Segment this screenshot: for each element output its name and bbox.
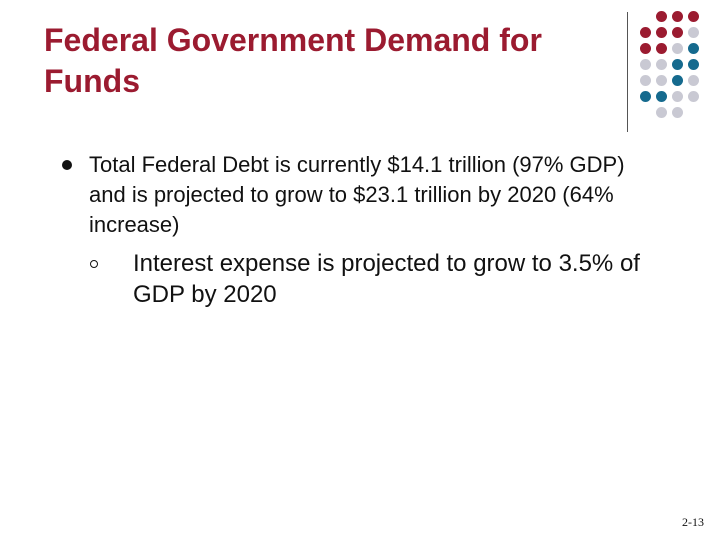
slide-body: Total Federal Debt is currently $14.1 tr… [60,150,660,310]
decorative-dot [688,11,699,22]
sub-bullet-item: Interest expense is projected to grow to… [89,248,660,310]
bullet-point-icon [62,160,72,170]
decorative-dot [640,27,651,38]
bullet-item: Total Federal Debt is currently $14.1 tr… [60,150,660,240]
title-divider [627,12,628,132]
decorative-dot [672,43,683,54]
decorative-dot [656,75,667,86]
decorative-dot [640,75,651,86]
decorative-dot [672,59,683,70]
decorative-dot [688,91,699,102]
decorative-dot [688,75,699,86]
hollow-bullet-icon [90,260,98,268]
slide-number: 2-13 [682,515,704,529]
decorative-dot [688,59,699,70]
decorative-dot [688,43,699,54]
decorative-dot [688,27,699,38]
decorative-dot [640,43,651,54]
decorative-dot [656,43,667,54]
decorative-dot [656,59,667,70]
decorative-dot [656,27,667,38]
bullet-text: Total Federal Debt is currently $14.1 tr… [89,152,625,237]
sub-bullet-text: Interest expense is projected to grow to… [133,250,640,308]
decorative-dot [672,11,683,22]
decorative-dot [672,27,683,38]
decorative-dot [640,59,651,70]
decorative-dot [656,107,667,118]
decorative-dot [672,75,683,86]
decorative-dot [656,11,667,22]
decorative-dot-grid [640,11,710,121]
slide-title: Federal Government Demand for Funds [44,22,542,99]
decorative-dot [672,107,683,118]
decorative-dot [672,91,683,102]
decorative-dot [656,91,667,102]
decorative-dot [640,91,651,102]
